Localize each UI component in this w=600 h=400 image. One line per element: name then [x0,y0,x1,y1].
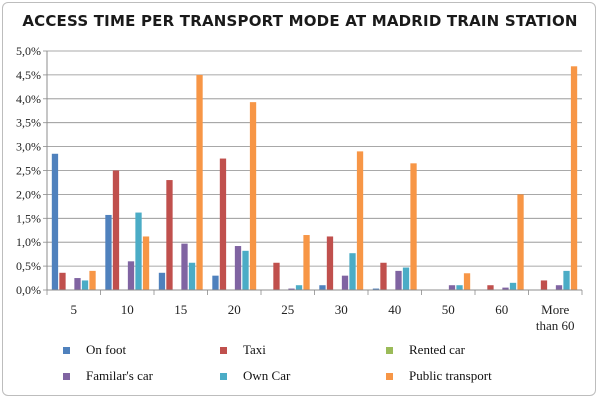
bar [242,250,249,290]
legend-label: Own Car [243,368,291,383]
bar [410,163,417,290]
bar [341,275,349,290]
bar [517,194,524,290]
legend-swatch [386,372,393,380]
y-axis-ticks: 0,0% 0,5% 1,0% 1,5% 2,0% 2,5% 3,0% 3,5% 4,0% 4,5%… [16,44,47,297]
bar [181,243,188,290]
bar [372,288,380,290]
y-tick-label: 0,5% [16,259,41,273]
bar [380,262,387,290]
legend-label: Taxi [243,342,266,357]
bar [487,285,494,290]
y-tick-label: 5,0% [16,44,41,58]
y-tick-label: 1,0% [16,235,41,249]
x-tick-label: 50 [442,302,455,317]
bar [158,272,166,290]
bar [212,275,219,290]
y-tick-label: 2,5% [16,164,41,178]
y-tick-label: 3,0% [16,140,41,154]
y-tick-label: 0,0% [16,283,41,297]
x-axis [46,51,583,295]
legend-label: Familar's car [86,368,153,383]
gridlines [47,50,582,291]
bar [326,236,334,290]
legend-swatch [63,346,70,354]
y-tick-label: 4,5% [16,68,41,82]
legend-label: Public transport [409,368,492,383]
bar [356,151,364,290]
bar [502,287,509,290]
bar [456,285,463,290]
x-tick-label: 20 [228,302,241,317]
legend-item: Public transport [386,368,492,384]
bar [81,280,89,290]
bar [249,102,257,290]
legend-label: Rented car [409,342,465,357]
legend-label: On foot [86,342,127,357]
bar [234,246,242,290]
bar [273,262,280,290]
bar [555,285,563,290]
x-tick-label: 25 [281,302,294,317]
bar [74,278,81,290]
bar [463,273,471,290]
bar [402,267,410,290]
x-tick-label: 60 [495,302,508,317]
bar [112,170,120,290]
bar [196,74,203,291]
y-tick-label: 1,5% [16,211,41,225]
x-tick-label: 5 [71,302,78,317]
legend-swatch [220,346,227,354]
x-tick-label: 30 [335,302,348,317]
bar [142,236,150,290]
chart-title: ACCESS TIME PER TRANSPORT MODE AT MADRID… [22,12,578,30]
legend-item: On foot [63,342,126,358]
bar [295,285,303,290]
chart-frame [2,2,596,396]
bar [319,285,326,290]
bar [51,153,59,290]
x-axis-ticks: 5 10 15 20 25 30 40 50 60 More than 60 [71,302,575,333]
bar [509,282,517,290]
y-tick-label: 3,5% [16,116,41,130]
legend-swatch [386,346,393,354]
bar [448,285,456,290]
legend-swatch [220,372,227,380]
bar [135,212,142,290]
bar [303,235,310,290]
legend-item: Rented car [386,342,465,358]
bar [540,280,548,290]
x-tick-label: 10 [121,302,134,317]
bar [563,270,570,290]
bar [288,288,295,290]
bar [395,270,402,290]
x-tick-label: 15 [174,302,187,317]
bar [127,261,135,290]
bar [349,253,356,290]
bar [89,270,96,290]
bar [570,66,578,291]
y-tick-label: 2,0% [16,187,41,201]
bars [51,66,578,291]
bar [59,272,66,290]
bar [105,214,112,290]
bar [219,158,227,290]
bar [166,180,173,290]
y-tick-label: 4,0% [16,92,41,106]
bar [188,262,196,290]
legend-swatch [63,372,70,380]
legend-item: Taxi [220,342,266,358]
x-tick-label: 40 [388,302,401,317]
x-tick-label: More than 60 [536,302,575,333]
legend-item: Familar's car [63,368,153,384]
legend-item: Own Car [220,368,290,384]
